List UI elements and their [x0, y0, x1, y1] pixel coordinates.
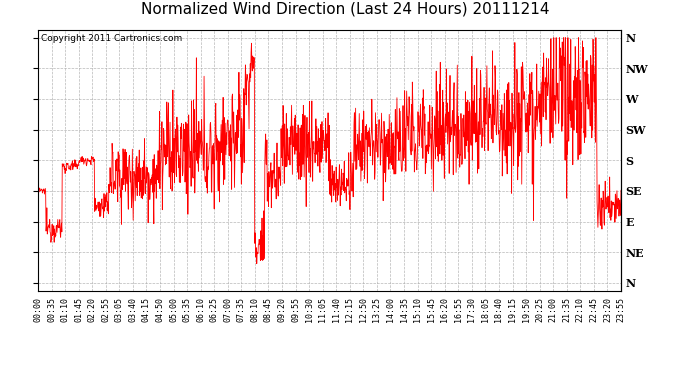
- Text: Normalized Wind Direction (Last 24 Hours) 20111214: Normalized Wind Direction (Last 24 Hours…: [141, 2, 549, 17]
- Text: Copyright 2011 Cartronics.com: Copyright 2011 Cartronics.com: [41, 34, 182, 43]
